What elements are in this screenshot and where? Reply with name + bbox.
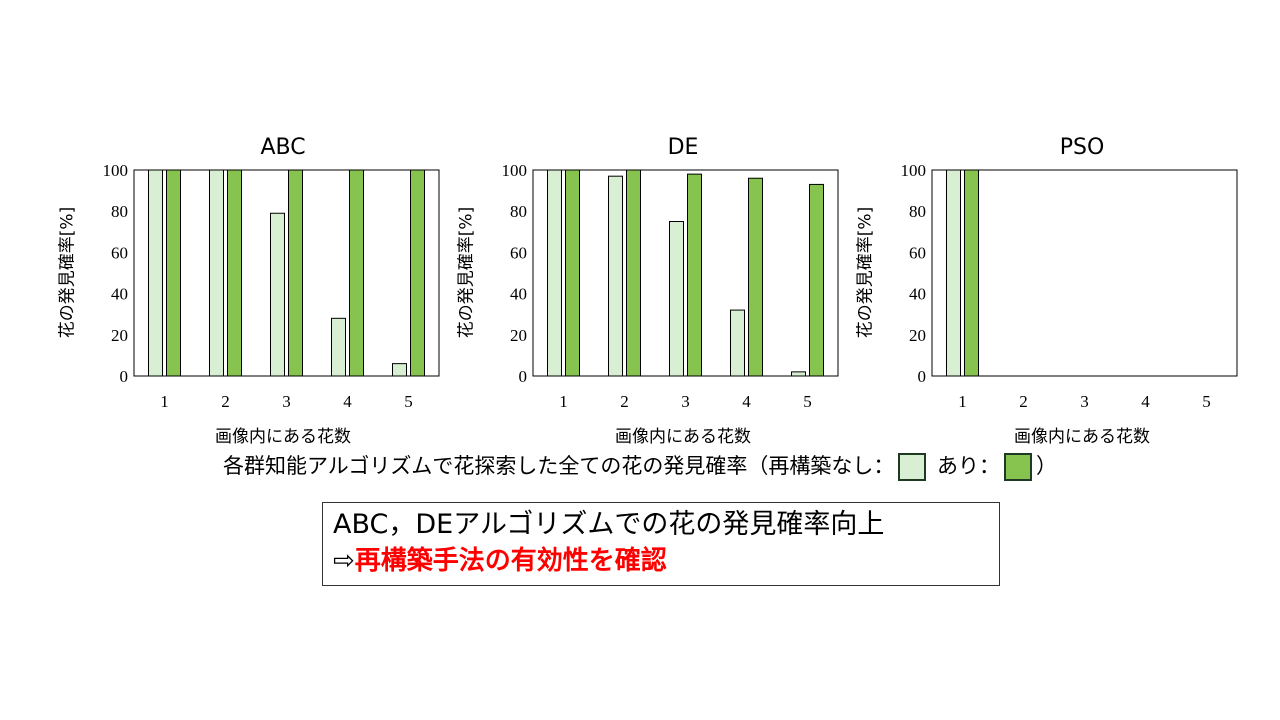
- bar: [809, 183, 824, 377]
- x-axis-label: 画像内にある花数: [215, 427, 351, 447]
- bar: [392, 363, 407, 377]
- chart-pso: PSO 花の発見確率[%] 0 20 40 60 80 100 1 2 3 4 5 画像内にある花数: [848, 130, 1248, 450]
- y-tick-label: 60: [510, 243, 527, 262]
- y-tick-label: 100: [103, 161, 129, 180]
- caption-end: ）: [1036, 454, 1058, 478]
- conclusion-emphasis: 再構築手法の有効性を確認: [354, 546, 667, 576]
- legend-caption: 各群知能アルゴリズムで花探索した全ての花の発見確率（再構築なし： あり： ）: [0, 450, 1280, 481]
- chart-title: ABC: [260, 135, 306, 160]
- bar: [349, 169, 364, 377]
- y-tick-label: 40: [909, 285, 926, 304]
- legend-swatch-rebuild: [1004, 453, 1033, 481]
- bar: [730, 309, 745, 377]
- bar: [209, 169, 224, 377]
- plot-area: [133, 169, 440, 377]
- bar: [565, 169, 580, 377]
- bar: [410, 169, 425, 377]
- bar: [148, 169, 163, 377]
- x-tick-label: 5: [803, 392, 812, 411]
- bar: [748, 177, 763, 377]
- conclusion-line2: ⇨再構築手法の有効性を確認: [333, 543, 989, 579]
- plot-area: [532, 169, 839, 377]
- x-tick-label: 1: [559, 392, 568, 411]
- legend-swatch-no-rebuild: [898, 453, 927, 481]
- bar: [166, 169, 181, 377]
- y-tick-label: 0: [120, 367, 129, 386]
- x-tick-label: 1: [160, 392, 169, 411]
- bar: [270, 212, 285, 377]
- bar: [331, 317, 346, 377]
- y-tick-label: 60: [111, 243, 128, 262]
- x-axis-label: 画像内にある花数: [615, 427, 751, 447]
- bar: [626, 169, 641, 377]
- x-tick-label: 4: [742, 392, 751, 411]
- x-tick-label: 3: [681, 392, 690, 411]
- bar: [227, 169, 242, 377]
- x-tick-label: 5: [404, 392, 413, 411]
- x-tick-label: 2: [620, 392, 629, 411]
- legend-label-rebuild: あり：: [937, 454, 1001, 478]
- y-tick-label: 0: [918, 367, 927, 386]
- x-tick-label: 4: [1141, 392, 1150, 411]
- bar: [669, 221, 684, 377]
- y-tick-label: 60: [909, 243, 926, 262]
- bar: [687, 173, 702, 377]
- x-tick-label: 4: [343, 392, 352, 411]
- bar: [608, 175, 623, 377]
- chart-svg: 0 20 40 60 80 100 1 2 3 4 5: [901, 161, 1238, 411]
- bar: [791, 371, 806, 377]
- chart-svg: 0 20 40 60 80 100 1 2 3 4 5: [103, 161, 440, 411]
- x-tick-label: 2: [221, 392, 230, 411]
- chart-abc: ABC 花の発見確率[%] 0 20 40 60 80 100 1 2 3 4 5 画像内にある花数: [50, 130, 450, 450]
- y-tick-label: 80: [510, 202, 527, 221]
- y-tick-label: 40: [111, 285, 128, 304]
- chart-svg: 0 20 40 60 80 100 1 2 3 4 5: [502, 161, 839, 411]
- y-tick-label: 40: [510, 285, 527, 304]
- chart-de: DE 花の発見確率[%] 0 20 40 60 80 100 1 2 3 4 5 画像内にある花数: [449, 130, 849, 450]
- arrow-icon: ⇨: [333, 546, 355, 576]
- caption-text: 各群知能アルゴリズムで花探索した全ての花の発見確率（再構築なし：: [222, 454, 895, 478]
- y-tick-label: 100: [502, 161, 528, 180]
- bar: [288, 169, 303, 377]
- x-tick-label: 5: [1202, 392, 1211, 411]
- y-tick-label: 80: [111, 202, 128, 221]
- y-tick-label: 20: [111, 326, 128, 345]
- y-tick-label: 20: [909, 326, 926, 345]
- x-tick-label: 2: [1019, 392, 1028, 411]
- conclusion-line1: ABC，DEアルゴリズムでの花の発見確率向上: [333, 509, 885, 540]
- x-tick-label: 1: [958, 392, 967, 411]
- y-tick-label: 0: [519, 367, 528, 386]
- bar: [547, 169, 562, 377]
- chart-title: DE: [667, 135, 699, 160]
- y-tick-label: 100: [901, 161, 927, 180]
- x-axis-label: 画像内にある花数: [1014, 427, 1150, 447]
- bar: [964, 169, 979, 377]
- plot-area: [931, 169, 1238, 377]
- conclusion-box: ABC，DEアルゴリズムでの花の発見確率向上 ⇨再構築手法の有効性を確認: [322, 502, 1000, 586]
- y-tick-label: 80: [909, 202, 926, 221]
- bar: [946, 169, 961, 377]
- y-tick-label: 20: [510, 326, 527, 345]
- x-tick-label: 3: [282, 392, 291, 411]
- x-tick-label: 3: [1080, 392, 1089, 411]
- chart-title: PSO: [1059, 135, 1105, 160]
